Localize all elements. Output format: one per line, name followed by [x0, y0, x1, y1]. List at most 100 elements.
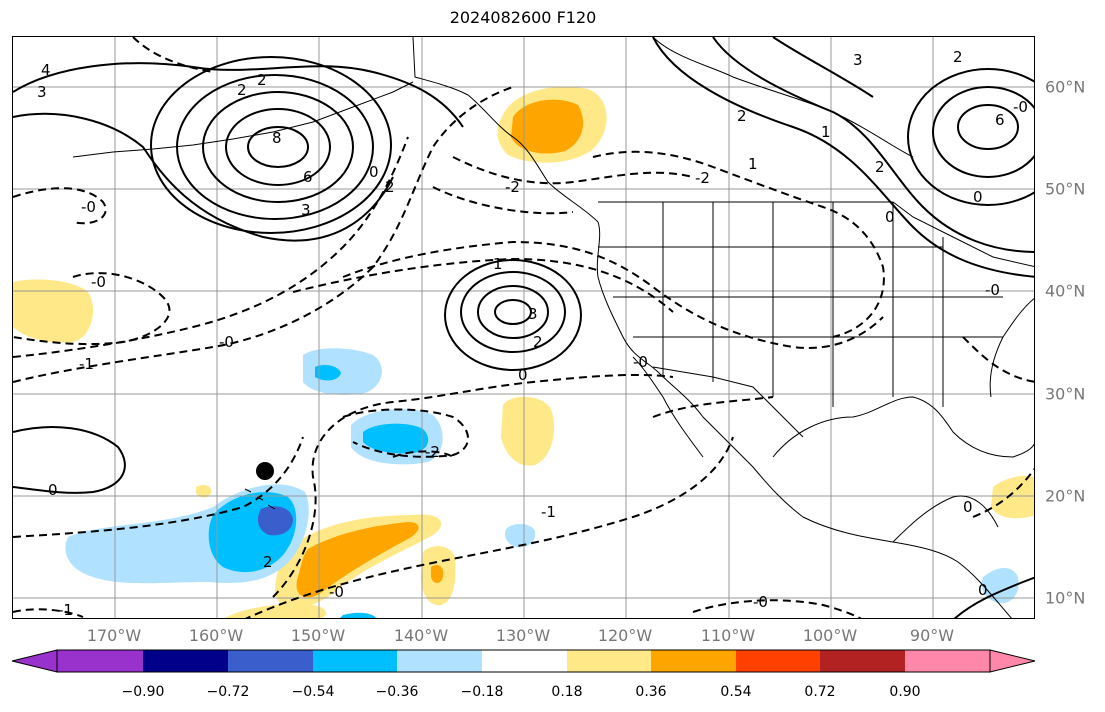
us-border	[598, 201, 1034, 268]
colorbar-tick: 0.36	[635, 684, 667, 700]
contour-path	[342, 240, 884, 349]
contour-path	[712, 37, 1034, 253]
contour-label: 0	[518, 366, 528, 384]
colorbar	[11, 649, 1036, 673]
contour-ring	[477, 285, 549, 339]
contour-path	[245, 436, 734, 618]
contour-path	[13, 112, 394, 242]
contour-label: -0	[1013, 98, 1028, 116]
mexico-border	[652, 366, 804, 438]
colorbar-extend-high	[989, 649, 1036, 673]
lon-label: 150°W	[290, 626, 346, 645]
contour-label: -0	[219, 333, 234, 351]
contour-label: -0	[329, 583, 344, 601]
yucatan	[892, 495, 999, 543]
lat-label: 30°N	[1045, 384, 1086, 404]
contour-label: -1	[541, 503, 556, 521]
colorbar-tick: −0.72	[206, 684, 250, 700]
colorbar-tick: 0.72	[804, 684, 836, 700]
contour-label: -0	[633, 353, 648, 371]
colorbar-segment	[736, 650, 820, 672]
colorbar-segment	[397, 650, 482, 672]
contour-label: 0	[369, 163, 379, 181]
contour-label: -0	[753, 593, 768, 611]
contour-path	[13, 86, 514, 383]
lat-label: 20°N	[1045, 486, 1086, 506]
contour-label: 2	[533, 333, 543, 351]
lon-label: 130°W	[495, 626, 551, 645]
lat-label: 40°N	[1045, 281, 1086, 301]
colorbar-tick: −0.36	[375, 684, 419, 700]
contour-path	[13, 608, 84, 618]
positive-anomaly-small-dot	[196, 485, 212, 498]
contour-label: 0	[963, 498, 973, 516]
colorbar-segment	[228, 650, 313, 672]
colorbar-segment	[313, 650, 397, 672]
contour-label: 3	[37, 83, 47, 101]
map-frame: 4 3 2 2 8 6 3 0 2 -0 -0 -0 -1 1 3 2 0 -0…	[12, 36, 1035, 619]
lon-label: 170°W	[86, 626, 142, 645]
contour-ring	[202, 91, 354, 203]
contour-ring	[444, 259, 582, 371]
contour-label: -0	[985, 281, 1000, 299]
contour-label: 2	[875, 158, 885, 176]
contour-label: 2	[737, 107, 747, 125]
positive-anomaly-west	[13, 279, 93, 343]
contour-label: -2	[505, 178, 520, 196]
contour-path	[692, 599, 862, 618]
contour-path	[292, 257, 674, 313]
colorbar-segment	[651, 650, 736, 672]
contour-ring	[907, 68, 1034, 206]
contour-ring	[176, 74, 374, 220]
colorbar-tick: −0.54	[291, 684, 335, 700]
contour-label: 2	[263, 553, 273, 571]
contour-label: -1	[58, 601, 73, 619]
colorbar-segment	[567, 650, 651, 672]
contour-path	[962, 336, 1034, 383]
east-coast	[989, 298, 1034, 398]
contour-label: -2	[425, 443, 440, 461]
contour-ring	[957, 104, 1019, 150]
contour-ring	[460, 271, 566, 353]
lat-label: 50°N	[1045, 179, 1086, 199]
colorbar-segment	[482, 650, 567, 672]
colorbar-segment	[57, 650, 143, 672]
lon-label: 90°W	[909, 626, 955, 645]
contour-label: 6	[303, 168, 313, 186]
contour-path	[13, 62, 464, 128]
contour-path	[392, 450, 454, 458]
contour-labels: 4 3 2 2 8 6 3 0 2 -0 -0 -0 -1 1 3 2 0 -0…	[37, 48, 1028, 619]
contour-path	[953, 576, 1034, 618]
baja	[632, 356, 704, 458]
lon-label: 100°W	[802, 626, 858, 645]
contours-dashed	[13, 37, 1034, 618]
contour-label: 3	[301, 201, 311, 219]
colorbar-extend-low	[11, 649, 58, 673]
lon-label: 110°W	[700, 626, 756, 645]
contour-label: 1	[821, 123, 831, 141]
map-canvas: 4 3 2 2 8 6 3 0 2 -0 -0 -0 -1 1 3 2 0 -0…	[13, 37, 1034, 619]
black-dot-marker	[256, 462, 274, 480]
colorbar-tick: −0.90	[121, 684, 165, 700]
contour-ring	[150, 56, 392, 234]
colorbar-tick: 0.18	[551, 684, 583, 700]
negative-anomaly-bottom	[340, 612, 377, 618]
positive-anomaly-bottom	[224, 604, 327, 618]
contour-label: 2	[385, 178, 395, 196]
map-title: 2024082600 F120	[449, 8, 597, 27]
lon-label: 140°W	[393, 626, 449, 645]
contour-path	[272, 373, 674, 598]
contour-label: -0	[91, 273, 106, 291]
contour-label: 2	[237, 81, 247, 99]
contour-label: 3	[528, 305, 538, 323]
contour-label: 3	[853, 51, 863, 69]
contour-label: 0	[978, 581, 988, 599]
colorbar-segment	[905, 650, 990, 672]
lat-label: 10°N	[1045, 588, 1086, 608]
contour-path	[13, 187, 107, 225]
colorbar-tick: −0.18	[460, 684, 504, 700]
contour-path	[592, 150, 885, 338]
negative-anomaly-hawaii-peak	[257, 506, 293, 536]
contour-path	[432, 186, 574, 215]
positive-anomaly-sw-core	[296, 522, 419, 598]
